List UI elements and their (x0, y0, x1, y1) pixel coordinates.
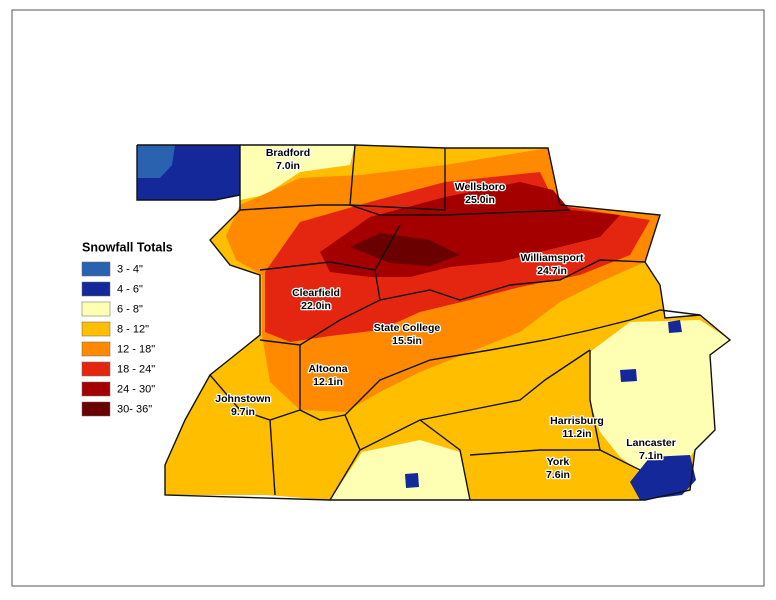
snowfall-zone (350, 233, 460, 266)
city-snowfall: 22.0in (301, 300, 331, 312)
county-line (629, 309, 701, 321)
legend-label: 18 - 24" (117, 363, 155, 375)
snowfall-zone (137, 145, 175, 178)
city-name: Lancaster (626, 437, 676, 449)
snowfall-zone (330, 440, 470, 500)
county-line (164, 144, 732, 501)
city-snowfall: 7.6in (546, 469, 570, 481)
legend-swatch (81, 301, 111, 317)
legend-label: 6 - 8" (117, 303, 143, 315)
city-snowfall: 9.7in (231, 406, 255, 418)
city-name: Altoona (308, 363, 347, 375)
legend-swatch (81, 341, 111, 357)
city-name: State College (374, 322, 441, 334)
county-line (344, 319, 631, 416)
snowfall-zones (137, 145, 730, 500)
city-snowfall: 25.0in (465, 194, 495, 206)
legend-swatch (81, 281, 111, 297)
legend-label: 24 - 30" (117, 383, 155, 395)
city-snowfall: 12.1in (313, 376, 343, 388)
legend-label: 4 - 6" (117, 283, 143, 295)
legend-swatch (81, 321, 111, 337)
county-line (239, 204, 571, 216)
snowfall-zone (240, 145, 355, 200)
county-line (374, 259, 646, 301)
snowfall-zone (405, 473, 419, 488)
legend-label: 30- 36" (117, 403, 152, 415)
city-snowfall: 7.1in (639, 450, 663, 462)
legend-swatch (81, 261, 111, 277)
legend-swatch (81, 361, 111, 377)
city-name: Williamsport (521, 252, 584, 264)
city-snowfall: 15.5in (392, 335, 422, 347)
county-line (349, 144, 446, 211)
county-line (136, 144, 241, 201)
county-lines (136, 144, 732, 501)
legend-title: Snowfall Totals (82, 240, 173, 254)
city-name: Johnstown (215, 393, 270, 405)
city-name: Bradford (266, 147, 310, 159)
legend-label: 12 - 18" (117, 343, 155, 355)
county-line (589, 350, 601, 451)
legend-label: 3 - 4" (117, 263, 143, 275)
snowfall-zone (620, 369, 637, 382)
legend-label: 8 - 12" (117, 323, 149, 335)
county-line (359, 349, 591, 451)
city-name: Clearfield (292, 287, 340, 299)
city-name: York (547, 456, 570, 468)
legend: Snowfall Totals 3 - 4" 4 - 6" 6 - 8" 8 - 12… (81, 240, 173, 417)
county-line (469, 449, 641, 471)
city-snowfall: 24.7in (537, 265, 567, 277)
city-snowfall: 11.2in (562, 428, 591, 440)
city-name: Wellsboro (455, 181, 506, 193)
county-line (259, 299, 381, 346)
snowfall-zone (590, 320, 730, 472)
snowfall-zone (630, 455, 696, 500)
county-line (269, 419, 276, 496)
legend-swatch (81, 381, 111, 397)
county-line (419, 419, 471, 501)
city-snowfall: 7.0in (276, 160, 300, 172)
legend-swatch (81, 401, 111, 417)
county-line (259, 224, 401, 271)
city-name: Harrisburg (550, 415, 604, 427)
snowfall-zone (668, 320, 682, 333)
